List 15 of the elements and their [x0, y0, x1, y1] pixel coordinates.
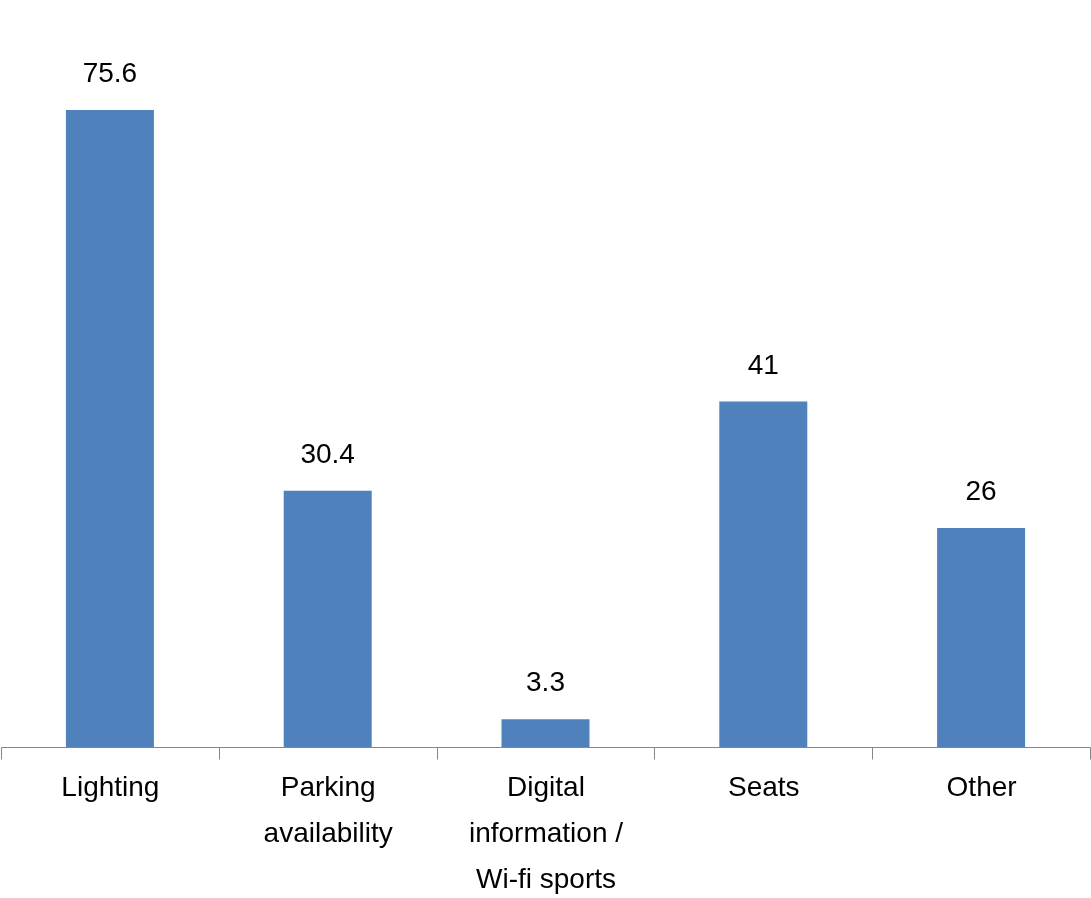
- data-label: 75.6: [82, 57, 138, 88]
- bar: [501, 719, 590, 747]
- bar: [937, 527, 1026, 747]
- data-label: 41: [747, 348, 779, 380]
- x-tick-label: Seats: [728, 770, 800, 802]
- data-label: 30.4: [300, 437, 355, 469]
- bar: [65, 110, 154, 747]
- x-tick-label: Digital information / Wi-fi sports: [468, 770, 624, 894]
- x-tick-label: Lighting: [61, 770, 160, 802]
- bar: [283, 490, 372, 747]
- bar: [719, 401, 808, 747]
- data-label: 3.3: [526, 666, 565, 698]
- data-label: 26: [965, 474, 997, 506]
- x-tick-label: Other: [946, 770, 1017, 802]
- x-tick-label: Parking availability: [263, 770, 393, 848]
